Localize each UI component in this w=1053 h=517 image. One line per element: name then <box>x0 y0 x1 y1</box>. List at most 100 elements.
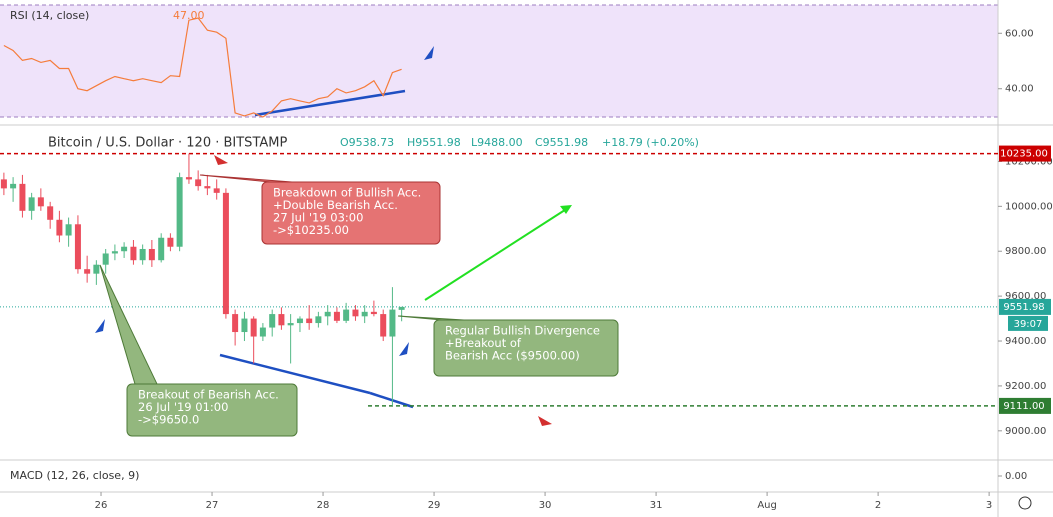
x-tick-label: 31 <box>650 500 663 511</box>
candle-body <box>213 188 220 193</box>
candle-body <box>370 311 377 315</box>
candle-body <box>389 309 396 337</box>
last-price-box <box>999 298 1051 315</box>
candle-body <box>259 327 266 337</box>
x-tick-label: 3 <box>986 500 992 511</box>
candle-body <box>176 177 183 247</box>
callout-box <box>126 383 298 437</box>
trend-line <box>369 391 414 409</box>
candle-body <box>398 306 405 310</box>
ohlc-value: L9488.00 <box>471 136 523 149</box>
ohlc-value: +18.79 (+0.20%) <box>602 136 699 149</box>
y-tick-label: 9000.00 <box>1005 426 1046 437</box>
callout-pointer <box>397 315 465 321</box>
candle-body <box>139 248 146 261</box>
callout-box <box>261 181 441 245</box>
callout-text: +Breakout of <box>445 336 522 350</box>
target-arrow <box>424 207 569 301</box>
candle-body <box>130 246 137 261</box>
settings-button[interactable] <box>1018 496 1032 510</box>
x-tick-label: Aug <box>757 500 777 511</box>
last-price-label: 9551.98 <box>1003 302 1044 313</box>
candle-body <box>195 179 202 187</box>
countdown-box <box>1008 315 1048 331</box>
level-box <box>999 145 1051 162</box>
level-box <box>999 397 1051 414</box>
callout-box <box>433 319 619 377</box>
arrow-head <box>560 205 572 214</box>
rocket-icons-red <box>214 155 552 426</box>
candle-body <box>241 318 248 333</box>
candle-body <box>333 311 340 321</box>
rsi-band <box>0 5 998 117</box>
candle-body <box>84 269 91 274</box>
callout-text: ->$10235.00 <box>273 223 349 237</box>
callout-text: Breakout of Bearish Acc. <box>138 388 279 402</box>
candle-body <box>0 179 7 189</box>
callout-text: Breakdown of Bullish Acc. <box>273 186 421 200</box>
candle-body <box>148 248 155 261</box>
y-tick-label: 9800.00 <box>1005 246 1046 257</box>
candle-body <box>306 318 313 324</box>
candle-body <box>296 318 303 324</box>
candle-body <box>232 314 239 333</box>
x-tick-label: 29 <box>428 500 441 511</box>
candle-body <box>222 192 229 315</box>
candle-body <box>361 311 368 317</box>
candle-body <box>93 264 100 274</box>
candle-body <box>278 314 285 326</box>
countdown: 39:07 <box>1014 319 1043 330</box>
candle-body <box>47 206 54 220</box>
callout-text: Bearish Acc ($9500.00) <box>445 349 580 363</box>
level-label: 9111.00 <box>1003 401 1044 412</box>
trend-line <box>219 353 371 395</box>
candle-body <box>343 309 350 321</box>
x-tick-label: 28 <box>317 500 330 511</box>
ohlc-value: O9538.73 <box>340 136 394 149</box>
candle-body <box>324 311 331 317</box>
candle-body <box>111 251 118 254</box>
callout-text: +Double Bearish Acc. <box>273 198 398 212</box>
x-tick-label: 30 <box>539 500 552 511</box>
candle-body <box>65 224 72 236</box>
candle-body <box>28 197 35 211</box>
candle-body <box>167 237 174 247</box>
callout-text: 27 Jul '19 03:00 <box>273 211 363 225</box>
y-tick-label: 9400.00 <box>1005 336 1046 347</box>
x-tick-label: 2 <box>875 500 881 511</box>
y-tick-label: 0.00 <box>1005 471 1027 482</box>
candle-body <box>37 197 44 207</box>
candle-body <box>380 314 387 337</box>
candle-body <box>19 183 26 211</box>
candle-body <box>352 309 359 317</box>
y-tick-label: 9600.00 <box>1005 291 1046 302</box>
candle-body <box>74 224 81 270</box>
callout-pointer <box>199 174 293 183</box>
rsi-line <box>3 17 402 118</box>
candle-body <box>287 323 294 326</box>
rsi-title: RSI (14, close) <box>10 9 89 22</box>
candle-body <box>56 219 63 236</box>
y-tick-label: 10200.00 <box>1005 156 1053 167</box>
candle-body <box>121 246 128 252</box>
ohlc-value: H9551.98 <box>407 136 461 149</box>
candle-body <box>158 237 165 261</box>
y-tick-label: 9200.00 <box>1005 381 1046 392</box>
ohlc-value: C9551.98 <box>535 136 588 149</box>
y-tick-label: 60.00 <box>1005 28 1034 39</box>
level-label: 10235.00 <box>1000 149 1048 160</box>
y-tick-label: 10000.00 <box>1005 201 1053 212</box>
candle-body <box>315 316 322 324</box>
candle-body <box>185 177 192 180</box>
trend-line <box>254 89 406 117</box>
candle-body <box>10 183 17 189</box>
candle-body <box>269 314 276 328</box>
main-title: Bitcoin / U.S. Dollar · 120 · BITSTAMP <box>48 136 287 151</box>
callout-pointer <box>99 264 158 385</box>
macd-title: MACD (12, 26, close, 9) <box>10 469 139 482</box>
rocket-icons <box>95 46 434 356</box>
candle-body <box>204 186 211 189</box>
callout-text: 26 Jul '19 01:00 <box>138 400 228 414</box>
candle-body <box>250 318 257 337</box>
